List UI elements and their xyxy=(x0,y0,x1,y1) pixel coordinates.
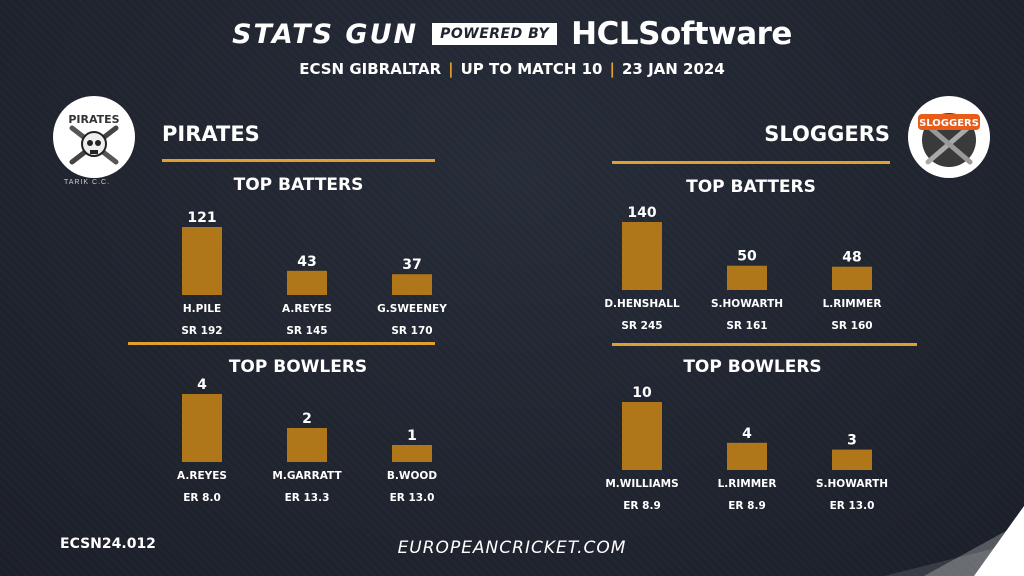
bar-value-label: 3 xyxy=(847,433,857,449)
date: 23 JAN 2024 xyxy=(621,60,725,78)
bar-value-label: 140 xyxy=(627,205,656,221)
bar xyxy=(287,270,327,295)
stat-label: ER 13.0 xyxy=(390,492,435,504)
category-label: A.REYES xyxy=(177,470,227,482)
stat-label: SR 145 xyxy=(286,325,327,337)
bar-value-label: 10 xyxy=(632,385,652,401)
bar-value-label: 121 xyxy=(187,210,216,226)
category-label: L.RIMMER xyxy=(823,298,882,310)
stat-label: SR 245 xyxy=(621,320,662,332)
brand-row: STATS GUN POWERED BY HCLSoftware xyxy=(0,14,1024,54)
bar-value-label: 2 xyxy=(302,411,312,427)
bar xyxy=(622,222,662,290)
bar-value-label: 50 xyxy=(737,249,757,265)
category-label: M.GARRATT xyxy=(272,470,342,482)
separator: | xyxy=(448,60,454,78)
chart-pirates-batters: 121 H.PILE SR 192 43 A.REYES SR 145 37 G.SWEENE… xyxy=(160,205,460,350)
powered-by-badge: POWERED BY xyxy=(432,23,558,45)
section-title-batters-right: TOP BATTERS xyxy=(686,177,816,197)
separator: | xyxy=(609,60,615,78)
chart-sloggers-batters: 140 D.HENSHALL SR 245 50 S.HOWARTH SR 161 48 L.… xyxy=(600,200,900,345)
bar xyxy=(832,266,872,290)
divider xyxy=(128,342,435,345)
stat-label: ER 8.9 xyxy=(728,500,766,512)
divider xyxy=(612,161,890,164)
category-label: A.REYES xyxy=(282,303,332,315)
stat-label: ER 8.9 xyxy=(623,500,661,512)
subtitle: ECSN GIBRALTAR | UP TO MATCH 10 | 23 JAN 202… xyxy=(0,60,1024,78)
bar xyxy=(392,274,432,295)
sloggers-logo-text: SLOGGERS xyxy=(919,118,979,129)
bar-chart-svg: 121 H.PILE SR 192 43 A.REYES SR 145 37 G.SWEENE… xyxy=(181,210,447,337)
category-label: D.HENSHALL xyxy=(604,298,680,310)
bar-value-label: 43 xyxy=(297,254,316,270)
category-label: H.PILE xyxy=(183,303,221,315)
stat-label: ER 13.3 xyxy=(285,492,330,504)
footer-url: EUROPEANCRICKET.COM xyxy=(397,538,627,558)
bar xyxy=(727,265,767,290)
stat-label: SR 161 xyxy=(726,320,767,332)
category-label: M.WILLIAMS xyxy=(605,478,678,490)
bar xyxy=(392,445,432,462)
bar-chart-svg: 140 D.HENSHALL SR 245 50 S.HOWARTH SR 161 48 L.… xyxy=(604,205,882,332)
bar-value-label: 4 xyxy=(742,426,752,442)
logo-caption: TARIK C.C. xyxy=(64,179,111,186)
bar xyxy=(832,449,872,470)
team-name-pirates: PIRATES xyxy=(162,122,260,146)
bar xyxy=(182,394,222,462)
category-label: S.HOWARTH xyxy=(816,478,888,490)
bar-value-label: 4 xyxy=(197,377,207,393)
bar-chart-svg: 10 M.WILLIAMS ER 8.9 4 L.RIMMER ER 8.9 3 S.HOWA… xyxy=(605,385,888,512)
team-name-sloggers: SLOGGERS xyxy=(764,122,890,146)
stat-label: SR 160 xyxy=(831,320,872,332)
bar xyxy=(182,227,222,295)
stat-label: SR 170 xyxy=(391,325,432,337)
bar-value-label: 48 xyxy=(842,250,861,266)
league-name: ECSN GIBRALTAR xyxy=(299,60,442,78)
stat-label: ER 8.0 xyxy=(183,492,221,504)
divider xyxy=(612,343,917,346)
bar-value-label: 37 xyxy=(402,257,421,273)
bar xyxy=(727,442,767,470)
bar-chart-svg: 4 A.REYES ER 8.0 2 M.GARRATT ER 13.3 1 B.WOOD ER… xyxy=(177,377,437,504)
bar-value-label: 1 xyxy=(407,428,417,444)
category-label: B.WOOD xyxy=(387,470,437,482)
category-label: S.HOWARTH xyxy=(711,298,783,310)
stats-gun-logo: STATS GUN xyxy=(232,18,419,50)
divider xyxy=(162,159,435,162)
stat-label: SR 192 xyxy=(181,325,222,337)
corner-decoration xyxy=(884,506,1024,576)
category-label: L.RIMMER xyxy=(718,478,777,490)
sponsor-logo: HCLSoftware xyxy=(571,16,792,52)
graphic-code: ECSN24.012 xyxy=(60,536,156,552)
bar xyxy=(287,428,327,462)
stat-label: ER 13.0 xyxy=(830,500,875,512)
up-to-match: UP TO MATCH 10 xyxy=(460,60,603,78)
bar xyxy=(622,402,662,470)
category-label: G.SWEENEY xyxy=(377,303,447,315)
section-title-bowlers-left: TOP BOWLERS xyxy=(228,357,368,377)
pirates-logo-icon: PIRATES xyxy=(53,96,135,178)
chart-sloggers-bowlers: 10 M.WILLIAMS ER 8.9 4 L.RIMMER ER 8.9 3 S.HOWA… xyxy=(600,380,900,525)
sloggers-logo-icon: SLOGGERS xyxy=(908,96,990,178)
section-title-bowlers-right: TOP BOWLERS xyxy=(683,357,822,377)
header: STATS GUN POWERED BY HCLSoftware ECSN GI… xyxy=(0,14,1024,78)
pirates-logo-text: PIRATES xyxy=(68,113,119,126)
section-title-batters-left: TOP BATTERS xyxy=(233,175,364,195)
chart-pirates-bowlers: 4 A.REYES ER 8.0 2 M.GARRATT ER 13.3 1 B.WOOD ER… xyxy=(160,372,460,517)
